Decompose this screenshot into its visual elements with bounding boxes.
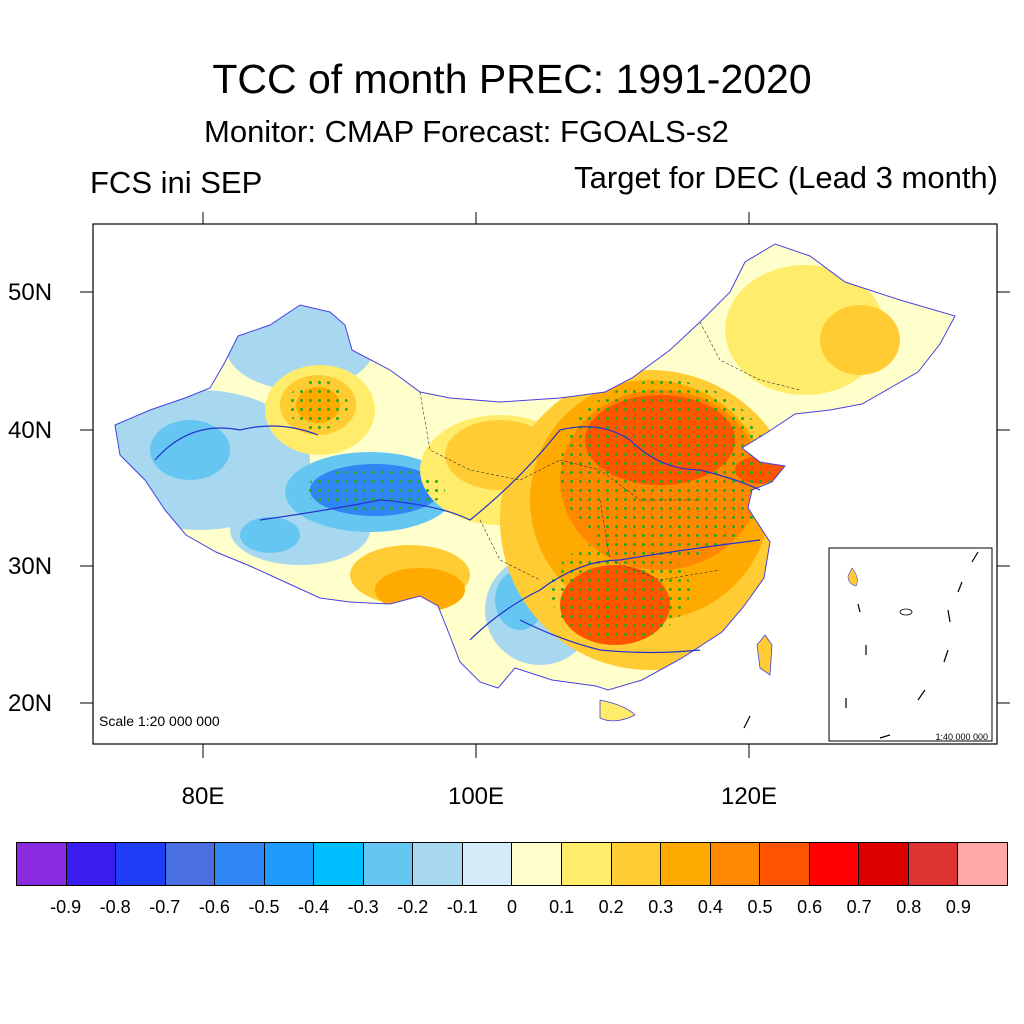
colorbar-label: 0.3 xyxy=(648,897,674,917)
inset-scale-label: 1:40 000 000 xyxy=(935,732,988,742)
colorbar-swatch xyxy=(958,843,1007,885)
colorbar-swatch xyxy=(562,843,612,885)
colorbar-swatch xyxy=(859,843,909,885)
colorbar-swatch xyxy=(116,843,166,885)
colorbar-swatch xyxy=(363,843,414,885)
colorbar-swatch xyxy=(66,843,117,885)
colorbar-label: -0.8 xyxy=(99,897,131,917)
colorbar-swatch xyxy=(661,843,711,885)
lon-label-120e: 120E xyxy=(720,783,778,810)
colorbar-swatch xyxy=(908,843,959,885)
colorbar-swatch xyxy=(165,843,216,885)
colorbar-label: -0.4 xyxy=(298,897,330,917)
colorbar-swatch xyxy=(710,843,761,885)
colorbar xyxy=(16,842,1008,886)
taiwan-island xyxy=(756,634,773,676)
colorbar-label: 0.5 xyxy=(747,897,773,917)
colorbar-label: -0.2 xyxy=(397,897,429,917)
colorbar-swatch xyxy=(215,843,265,885)
map-scale-label: Scale 1:20 000 000 xyxy=(99,713,220,729)
colorbar-label: 0.4 xyxy=(697,897,723,917)
colorbar-label: -0.7 xyxy=(149,897,181,917)
lon-label-80e: 80E xyxy=(181,783,225,810)
colorbar-label: -0.6 xyxy=(198,897,230,917)
national-boundary xyxy=(114,243,956,691)
colorbar-swatch xyxy=(462,843,513,885)
colorbar-label: 0.7 xyxy=(846,897,872,917)
initialization-label: FCS ini SEP xyxy=(90,165,263,200)
colorbar-label: 0.6 xyxy=(797,897,823,917)
scs-inset: 1:40 000 000 xyxy=(828,547,993,742)
rivers xyxy=(154,425,761,654)
colorbar-label: 0 xyxy=(506,897,518,917)
colorbar-label: 0.8 xyxy=(896,897,922,917)
colorbar-swatch xyxy=(17,843,67,885)
colorbar-swatch xyxy=(760,843,810,885)
colorbar-swatch xyxy=(809,843,860,885)
colorbar-swatch xyxy=(413,843,463,885)
colorbar-label: -0.9 xyxy=(50,897,82,917)
colorbar-swatch xyxy=(314,843,364,885)
lon-label-100e: 100E xyxy=(447,783,505,810)
chart-subtitle: Monitor: CMAP Forecast: FGOALS-s2 xyxy=(204,114,729,149)
colorbar-swatch xyxy=(611,843,662,885)
colorbar-label: -0.1 xyxy=(446,897,478,917)
lat-label-20n: 20N xyxy=(8,690,53,717)
lat-label-40n: 40N xyxy=(8,417,53,444)
colorbar-swatch xyxy=(264,843,315,885)
province-lines xyxy=(419,321,801,581)
hainan-island xyxy=(599,699,636,722)
colorbar-label: 0.2 xyxy=(598,897,624,917)
chart-title: TCC of month PREC: 1991-2020 xyxy=(212,56,812,102)
colorbar-label: 0.9 xyxy=(945,897,971,917)
colorbar-label: -0.5 xyxy=(248,897,280,917)
axis-ticks xyxy=(80,212,1010,758)
lat-label-50n: 50N xyxy=(8,279,53,306)
colorbar-label: 0.1 xyxy=(549,897,575,917)
colorbar-swatch xyxy=(512,843,563,885)
target-label: Target for DEC (Lead 3 month) xyxy=(574,160,998,195)
colorbar-label: -0.3 xyxy=(347,897,379,917)
plot-area: 1:40 000 000 Scale 1:20 000 000 xyxy=(80,212,1010,758)
lat-label-30n: 30N xyxy=(8,553,53,580)
